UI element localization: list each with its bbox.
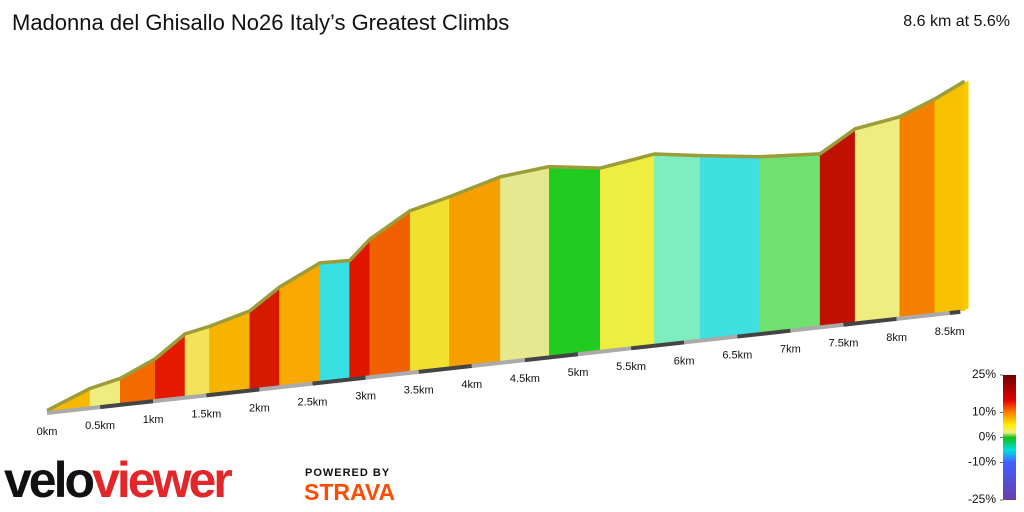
profile-end-face [964,80,969,311]
x-axis-segment [577,346,632,357]
brand-logo: veloviewer [4,452,232,508]
profile-segment [500,167,550,363]
x-axis-segment [524,352,579,363]
x-tick-label: 2.5km [298,397,328,409]
x-axis-segment [46,405,101,415]
x-tick-label: 5km [568,367,589,379]
profile-segment [699,156,760,341]
chart-subtitle: 8.6 km at 5.6% [903,13,1010,30]
brand-part: viewer [92,452,232,508]
powered-by: POWERED BY [305,467,390,479]
profile-segment [349,239,371,379]
x-tick-label: 8.5km [935,326,965,338]
scale-tick-label: -25% [968,492,996,506]
profile-segment [600,155,655,352]
profile-segment [409,197,450,373]
color-scale-bar [1003,375,1016,500]
x-axis-segment [843,316,897,327]
x-axis-segment [99,399,154,410]
profile-segment [854,117,901,323]
x-axis-segment [949,309,961,316]
x-axis-segment [312,375,366,386]
x-axis-segment [259,381,313,392]
profile-top-edge [46,79,966,413]
x-tick-label: 1km [143,414,164,426]
brand-part: velo [4,452,94,508]
x-axis-segment [365,369,419,380]
x-axis-segment [418,363,473,374]
scale-tick-label: -10% [968,455,996,469]
x-tick-label: 0.5km [85,420,115,432]
x-axis-segment [206,387,260,398]
x-axis-segment [737,328,791,339]
x-tick-label: 4.5km [510,373,540,385]
x-tick-label: 6.5km [722,349,752,361]
x-axis-segment [630,340,685,351]
profile-segment [549,167,601,357]
x-tick-label: 3.5km [404,385,434,397]
x-tick-label: 5.5km [616,361,646,373]
profile-segment [934,82,965,315]
x-axis-segment [471,358,526,368]
profile-segment [184,327,210,398]
x-tick-label: 2km [249,402,270,414]
x-tick-label: 1.5km [191,408,221,420]
chart-title: Madonna del Ghisallo No26 Italy’s Greate… [12,10,509,35]
x-tick-label: 7.5km [829,338,859,350]
profile-segment [654,155,701,346]
profile-segment [819,129,856,327]
profile-segment [899,99,936,318]
x-axis-segment [896,311,950,321]
profile-segment [759,155,821,334]
x-tick-label: 4km [461,379,482,391]
scale-tick-label: 10% [972,405,996,419]
x-tick-label: 7km [780,344,801,356]
profile-segment [449,177,501,368]
profile-segment [249,287,280,390]
x-tick-label: 6km [674,355,695,367]
x-axis-segment [790,322,844,333]
profile-segment [319,261,350,383]
x-tick-label: 0km [37,426,58,438]
scale-tick-label: 0% [979,430,997,444]
x-axis-segment [683,334,738,345]
partner-logo: STRAVA [304,479,395,505]
x-axis-segment [152,393,207,404]
x-tick-label: 3km [355,391,376,403]
x-tick-label: 8km [886,332,907,344]
scale-tick-label: 25% [972,367,996,381]
